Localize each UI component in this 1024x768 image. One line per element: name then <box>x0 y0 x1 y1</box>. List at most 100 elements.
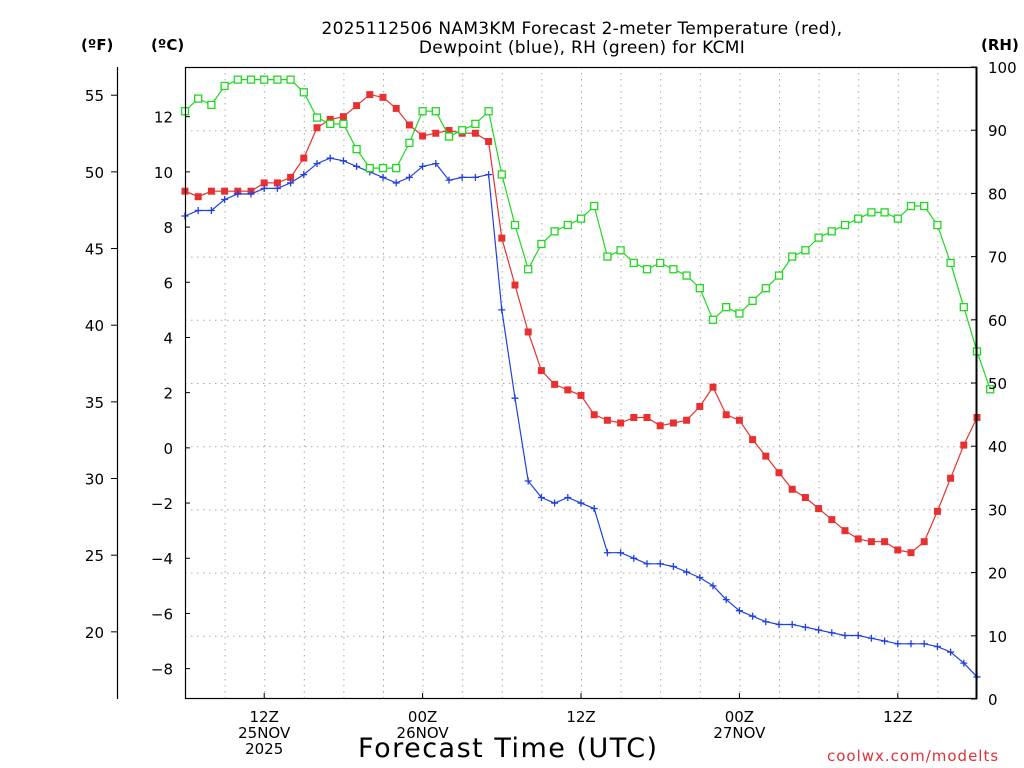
rh-tick-label: 70 <box>988 249 1007 267</box>
temperature-point <box>762 452 770 460</box>
temperature-point <box>630 413 638 421</box>
dewpoint-point <box>353 162 361 170</box>
chart-grid <box>185 67 977 699</box>
temperature-point <box>577 391 585 399</box>
rh-point <box>880 208 889 217</box>
dewpoint-point <box>749 612 757 620</box>
temperature-point <box>313 124 321 132</box>
temperature-point <box>907 549 915 557</box>
rh-point <box>207 100 216 110</box>
temperature-point <box>894 546 902 554</box>
fahrenheit-tick-label: 35 <box>85 394 104 412</box>
rh-tick-label: 20 <box>988 565 1007 583</box>
temperature-point <box>960 441 968 449</box>
dewpoint-point <box>577 499 585 507</box>
rh-point <box>418 107 427 116</box>
rh-point <box>603 252 612 261</box>
rh-tick-label: 100 <box>988 59 1017 77</box>
dewpoint-point <box>564 494 572 502</box>
dewpoint-point <box>933 643 941 651</box>
rh-tick-label: 90 <box>988 122 1007 140</box>
dewpoint-point <box>801 623 809 631</box>
x-tick-label: 00Z <box>408 708 437 726</box>
temperature-point <box>419 132 427 140</box>
temperature-point <box>854 535 862 543</box>
rh-point <box>788 252 797 261</box>
temperature-point <box>867 538 875 546</box>
rh-tick-label: 40 <box>988 438 1007 456</box>
dewpoint-point <box>207 207 215 215</box>
temperature-point <box>551 380 559 388</box>
dewpoint-point <box>590 505 598 513</box>
rh-point <box>550 227 559 236</box>
temperature-point <box>564 386 572 394</box>
rh-point <box>431 107 440 116</box>
rh-point <box>708 315 718 324</box>
temperature-point <box>722 411 730 419</box>
temperature-point <box>696 402 704 410</box>
x-tick-label: 25NOV <box>238 724 291 742</box>
temperature-point <box>815 505 823 513</box>
rh-point <box>246 75 256 84</box>
series-layer <box>180 75 995 681</box>
dewpoint-point <box>234 190 242 198</box>
dewpoint-point <box>656 560 664 568</box>
rh-point <box>669 265 678 274</box>
rh-point <box>405 138 414 147</box>
dewpoint-point <box>524 477 532 485</box>
rh-line <box>184 78 991 390</box>
rh-point <box>629 258 638 268</box>
temperature-point <box>432 129 440 137</box>
x-axis-title: Forecast Time (UTC) <box>358 733 659 764</box>
rh-point <box>933 220 942 230</box>
dewpoint-point <box>643 560 651 568</box>
rh-point <box>616 246 625 255</box>
rh-point <box>326 119 335 129</box>
rh-point <box>986 385 995 394</box>
dewpoint-point <box>498 306 506 314</box>
celsius-tick-label: 8 <box>163 219 173 237</box>
temperature-point <box>735 416 743 424</box>
temperature-point <box>498 234 506 242</box>
rh-tick-label: 60 <box>988 312 1007 330</box>
dewpoint-point <box>537 494 545 502</box>
temperature-point <box>669 419 677 427</box>
rh-point <box>194 94 203 103</box>
celsius-tick-label: −4 <box>151 550 173 568</box>
temperature-point <box>366 91 374 99</box>
temperature-point <box>841 527 849 535</box>
celsius-tick-label: 0 <box>163 440 173 458</box>
rh-point <box>365 163 374 173</box>
dewpoint-point <box>735 607 743 615</box>
celsius-tick-label: 6 <box>163 274 173 292</box>
rh-tick-label: 30 <box>988 501 1007 519</box>
dewpoint-point <box>867 634 875 642</box>
dewpoint-point <box>194 207 202 215</box>
rh-point <box>444 132 454 141</box>
rh-point <box>497 170 506 179</box>
rh-point <box>854 214 863 223</box>
rh-point <box>682 271 691 280</box>
temperature-point <box>511 281 519 289</box>
temperature-point <box>379 93 387 101</box>
dewpoint-point <box>617 549 625 557</box>
temperature-point <box>194 193 202 201</box>
rh-point <box>378 163 388 173</box>
rh-point <box>458 126 467 135</box>
fahrenheit-unit-label: (ºF) <box>81 36 114 54</box>
temperature-point <box>221 187 229 195</box>
dewpoint-point <box>221 195 229 203</box>
dewpoint-point <box>326 154 334 162</box>
dewpoint-point <box>947 648 955 656</box>
dewpoint-point <box>669 563 677 571</box>
fahrenheit-tick-label: 20 <box>85 624 104 642</box>
fahrenheit-tick-label: 50 <box>85 164 104 182</box>
source-credit: coolwx.com/modelts <box>827 747 1000 765</box>
rh-series <box>180 75 995 394</box>
x-tick-label: 26NOV <box>397 724 450 742</box>
temperature-point <box>392 104 400 112</box>
fahrenheit-tick-label: 40 <box>85 317 104 335</box>
dewpoint-point <box>815 626 823 634</box>
rh-point <box>563 220 572 230</box>
rh-point <box>392 163 401 173</box>
